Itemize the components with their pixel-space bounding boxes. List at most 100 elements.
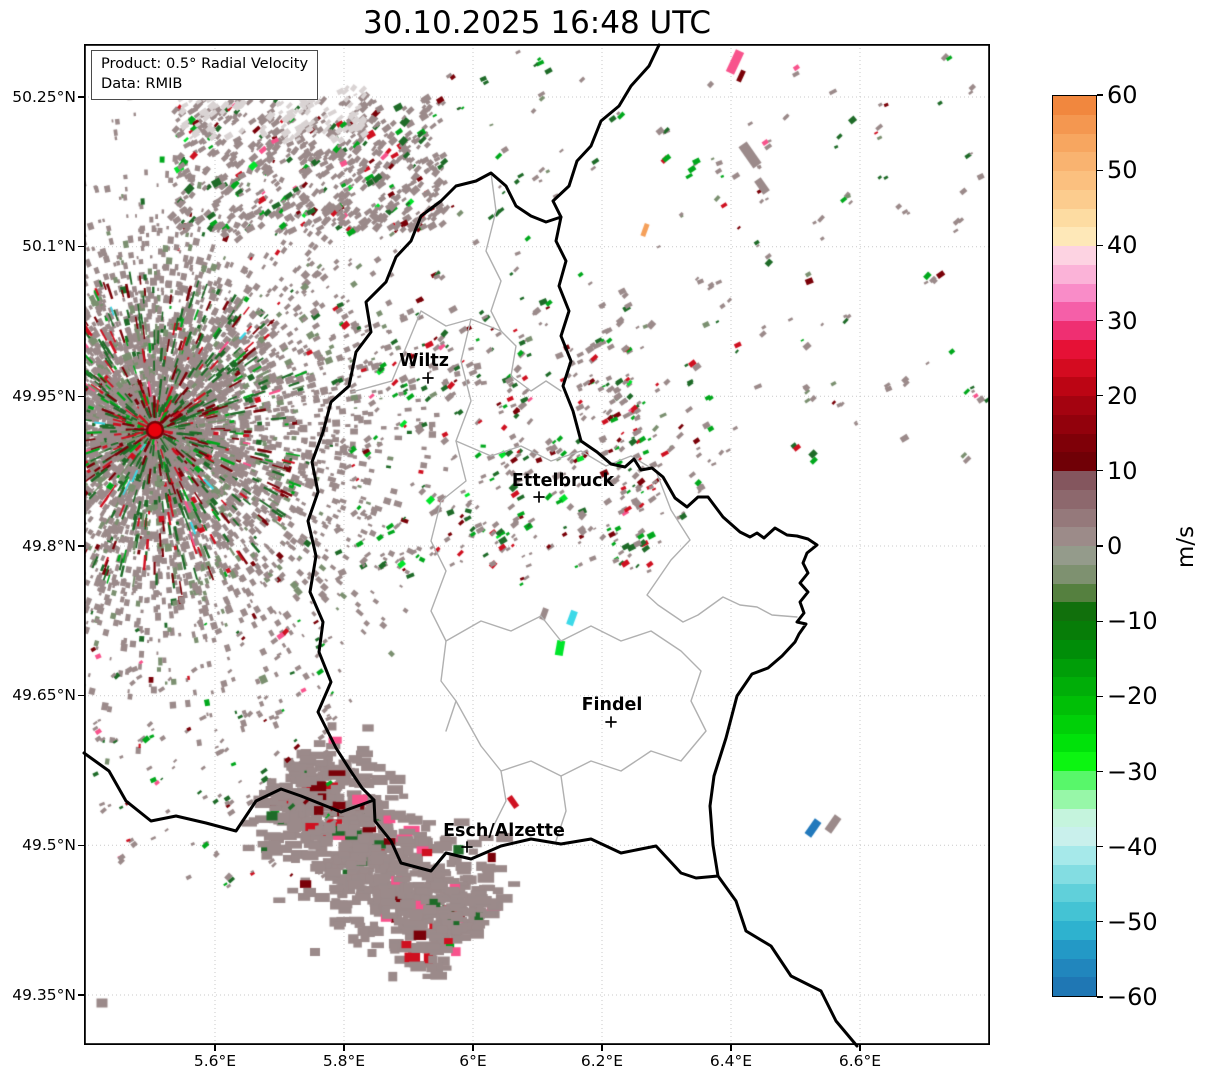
product-info-box: Product: 0.5° Radial Velocity Data: RMIB xyxy=(91,50,319,100)
colorbar-tick-mark xyxy=(1097,244,1103,246)
district-border xyxy=(445,615,707,777)
colorbar-segment xyxy=(1053,733,1096,753)
colorbar-tick-label: 40 xyxy=(1107,231,1138,260)
colorbar-tick-label: −60 xyxy=(1107,983,1158,1011)
colorbar-tick-label: −10 xyxy=(1107,607,1158,636)
colorbar xyxy=(1052,95,1097,997)
x-tick-mark xyxy=(472,1045,474,1051)
x-tick-mark xyxy=(730,1045,732,1051)
city-label-ettelbruck: Ettelbruck xyxy=(511,471,615,491)
colorbar-tick-mark xyxy=(1097,770,1103,773)
city-marker xyxy=(461,841,473,853)
y-tick-mark xyxy=(78,246,84,248)
x-tick-mark xyxy=(859,1045,861,1051)
y-tick-label: 49.35°N xyxy=(12,985,76,1004)
data-source-label: Data: RMIB xyxy=(101,75,183,92)
colorbar-segment xyxy=(1053,358,1096,378)
city-label-wiltz: Wiltz xyxy=(399,351,449,371)
colorbar-segment xyxy=(1053,677,1096,696)
city-marker xyxy=(533,491,545,503)
colorbar-segment xyxy=(1053,489,1096,509)
external-border xyxy=(716,874,859,1048)
x-tick-label: 6.4°E xyxy=(709,1052,753,1070)
colorbar-segment xyxy=(1053,883,1096,903)
y-tick-mark xyxy=(78,395,84,397)
city-marker xyxy=(605,716,617,728)
colorbar-segment xyxy=(1053,958,1096,978)
colorbar-tick-label: 60 xyxy=(1107,81,1138,109)
colorbar-tick-label: −30 xyxy=(1107,757,1158,786)
radar-echo-canvas xyxy=(84,44,990,1045)
colorbar-segment xyxy=(1053,283,1096,303)
colorbar-segment xyxy=(1053,827,1096,846)
colorbar-segment xyxy=(1053,864,1096,884)
colorbar-segment xyxy=(1053,208,1096,228)
map-frame xyxy=(84,44,991,1046)
y-tick-mark xyxy=(78,695,84,697)
y-tick-mark xyxy=(78,994,84,996)
x-tick-mark xyxy=(343,1045,345,1051)
y-tick-label: 49.95°N xyxy=(12,386,76,405)
district-border xyxy=(490,770,507,832)
x-tick-label: 5.6°E xyxy=(193,1052,237,1070)
y-tick-label: 50.25°N xyxy=(12,87,76,106)
colorbar-segment xyxy=(1053,433,1096,453)
district-border xyxy=(646,470,798,623)
y-tick-label: 49.65°N xyxy=(12,686,76,705)
colorbar-tick-label: 30 xyxy=(1107,306,1138,335)
colorbar-segment xyxy=(1053,508,1096,528)
colorbar-tick-label: −20 xyxy=(1107,682,1158,711)
x-tick-mark xyxy=(601,1045,603,1051)
colorbar-segment xyxy=(1053,939,1096,959)
y-tick-label: 49.8°N xyxy=(22,536,76,555)
y-tick-label: 49.5°N xyxy=(22,835,76,854)
x-tick-label: 5.8°E xyxy=(322,1052,366,1070)
colorbar-tick-label: 10 xyxy=(1107,456,1138,485)
external-border xyxy=(551,43,661,219)
colorbar-segment xyxy=(1053,227,1096,246)
colorbar-tick-mark xyxy=(1097,620,1103,622)
colorbar-segment xyxy=(1053,96,1096,115)
colorbar-tick-label: 50 xyxy=(1107,156,1138,185)
city-label-findel: Findel xyxy=(581,695,643,715)
colorbar-tick-label: −50 xyxy=(1107,907,1158,936)
colorbar-segment xyxy=(1053,452,1096,471)
colorbar-segment xyxy=(1053,377,1096,396)
colorbar-segment xyxy=(1053,546,1096,565)
x-tick-mark xyxy=(214,1045,216,1051)
colorbar-segment xyxy=(1053,152,1096,171)
colorbar-segment xyxy=(1053,977,1096,996)
colorbar-segment xyxy=(1053,752,1096,771)
colorbar-tick-mark xyxy=(1097,94,1103,96)
district-border xyxy=(555,775,567,842)
colorbar-segment xyxy=(1053,658,1096,678)
external-border xyxy=(82,751,376,833)
colorbar-segment xyxy=(1053,302,1096,321)
colorbar-segment xyxy=(1053,189,1096,209)
colorbar-segment xyxy=(1053,921,1096,940)
colorbar-segment xyxy=(1053,771,1096,790)
colorbar-segment xyxy=(1053,696,1096,715)
colorbar-tick-label: 20 xyxy=(1107,381,1138,410)
colorbar-segment xyxy=(1053,527,1096,546)
colorbar-segment xyxy=(1053,264,1096,284)
colorbar-tick-label: 0 xyxy=(1107,532,1123,560)
y-tick-mark xyxy=(78,545,84,547)
map-plot-area: Product: 0.5° Radial Velocity Data: RMIB… xyxy=(82,43,991,1048)
colorbar-segment xyxy=(1053,583,1096,603)
colorbar-segment xyxy=(1053,639,1096,659)
colorbar-segment xyxy=(1053,471,1096,490)
colorbar-segment xyxy=(1053,414,1096,434)
product-label: Product: 0.5° Radial Velocity xyxy=(101,55,309,72)
colorbar-segment xyxy=(1053,339,1096,359)
y-tick-mark xyxy=(78,96,84,98)
colorbar-tick-mark xyxy=(1097,470,1103,472)
page-title: 30.10.2025 16:48 UTC xyxy=(363,5,711,41)
colorbar-segment xyxy=(1053,564,1096,584)
city-marker xyxy=(422,372,434,384)
colorbar-segment xyxy=(1053,321,1096,340)
city-label-esch-alzette: Esch/Alzette xyxy=(443,821,565,841)
colorbar-tick-label: −40 xyxy=(1107,832,1158,861)
district-border xyxy=(485,172,502,332)
